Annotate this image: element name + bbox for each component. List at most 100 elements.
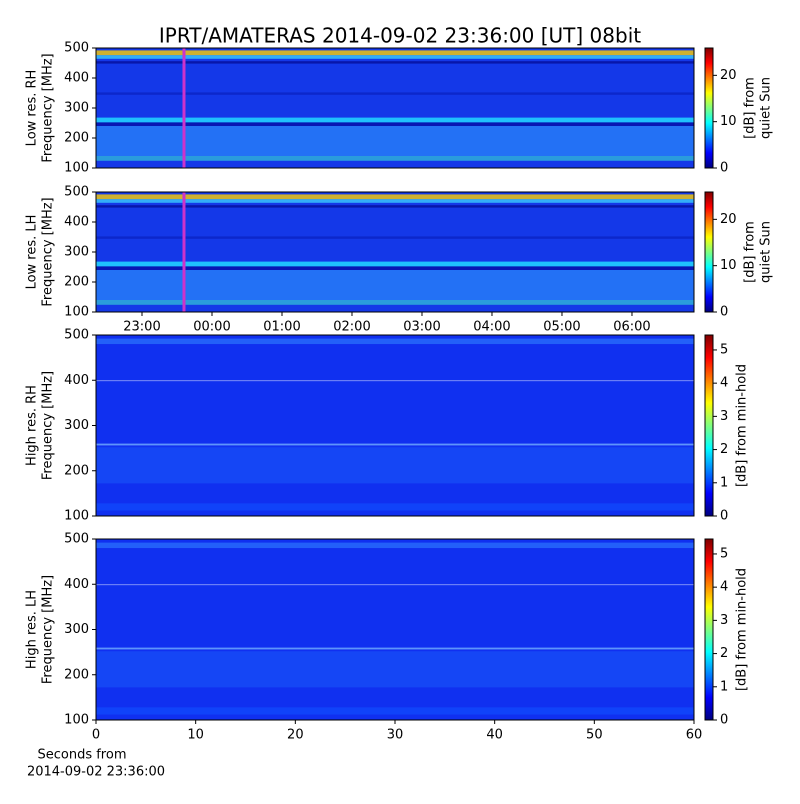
x-axis-label: 2014-09-02 23:36:00: [27, 765, 165, 780]
y-axis-label: Frequency [MHz]: [41, 197, 56, 306]
y-tick-label: 200: [64, 463, 89, 478]
y-tick-label: 200: [64, 275, 89, 290]
heatmap-texture: [96, 503, 694, 511]
y-tick-label: 400: [64, 71, 89, 86]
y-tick-label: 300: [64, 418, 89, 433]
heatmap-texture: [96, 266, 694, 270]
x-tick-label: 23:00: [123, 320, 160, 335]
y-tick-label: 300: [64, 245, 89, 260]
y-tick-label: 100: [64, 713, 89, 728]
heatmap-texture: [96, 584, 694, 586]
colorbar-tick-label: 2: [720, 646, 728, 661]
x-tick-label: 03:00: [403, 320, 440, 335]
colorbar-tick-label: 20: [720, 68, 737, 83]
colorbar-tick-label: 3: [720, 613, 728, 628]
y-tick-label: 400: [64, 215, 89, 230]
chart-title: IPRT/AMATERAS 2014-09-02 23:36:00 [UT] 0…: [159, 24, 641, 48]
heatmap-texture: [96, 50, 694, 56]
x-tick-label: 60: [686, 728, 703, 743]
colorbar-label: [dB] from min-hold: [735, 364, 750, 487]
heatmap-texture: [96, 92, 694, 95]
y-tick-label: 500: [64, 185, 89, 200]
y-tick-label: 100: [64, 509, 89, 524]
heatmap-texture: [96, 156, 694, 161]
colorbar-tick-label: 10: [720, 114, 737, 129]
y-tick-label: 100: [64, 305, 89, 320]
heatmap-texture: [96, 270, 694, 300]
x-tick-label: 05:00: [543, 320, 580, 335]
y-tick-label: 200: [64, 131, 89, 146]
y-tick-label: 200: [64, 667, 89, 682]
x-tick-label: 30: [387, 728, 404, 743]
colorbar-label: quiet Sun: [759, 77, 774, 139]
heatmap-background: [96, 539, 694, 720]
y-tick-label: 400: [64, 577, 89, 592]
heatmap-texture: [96, 205, 694, 208]
heatmap-texture: [96, 300, 694, 305]
colorbar-tick-label: 5: [720, 342, 728, 357]
heatmap-texture: [96, 194, 694, 200]
y-axis-label: Frequency [MHz]: [41, 53, 56, 162]
heatmap-texture: [96, 236, 694, 239]
colorbar: [704, 47, 714, 169]
colorbar-label: [dB] from: [743, 221, 758, 283]
x-tick-label: 02:00: [333, 320, 370, 335]
colorbar-tick-label: 5: [720, 546, 728, 561]
heatmap-texture: [96, 126, 694, 156]
heatmap-texture: [96, 122, 694, 126]
y-tick-label: 500: [64, 328, 89, 343]
heatmap-texture: [96, 61, 694, 64]
colorbar: [704, 191, 714, 313]
colorbar-tick-label: 0: [720, 161, 728, 176]
colorbar-label: [dB] from min-hold: [735, 568, 750, 691]
y-axis-label: Frequency [MHz]: [41, 575, 56, 684]
x-tick-label: 01:00: [263, 320, 300, 335]
colorbar-tick-label: 20: [720, 212, 737, 227]
colorbar-label: quiet Sun: [759, 221, 774, 283]
heatmap-texture: [96, 542, 694, 549]
x-axis-label: Seconds from: [37, 748, 126, 763]
x-tick-label: 20: [287, 728, 304, 743]
y-axis-label: High res. RH: [25, 385, 40, 466]
colorbar: [704, 538, 714, 721]
heatmap-texture: [96, 651, 694, 688]
colorbar-label: [dB] from: [743, 77, 758, 139]
colorbar: [704, 334, 714, 517]
colorbar-tick-label: 3: [720, 409, 728, 424]
colorbar-tick-label: 1: [720, 475, 728, 490]
x-tick-label: 00:00: [193, 320, 230, 335]
heatmap-texture: [96, 199, 694, 203]
heatmap-texture: [96, 447, 694, 484]
x-tick-label: 40: [486, 728, 503, 743]
y-tick-label: 500: [64, 532, 89, 547]
heatmap-texture: [96, 380, 694, 382]
x-tick-label: 10: [187, 728, 204, 743]
colorbar-tick-label: 0: [720, 713, 728, 728]
heatmap-texture: [96, 647, 694, 650]
y-axis-label: High res. LH: [25, 590, 40, 669]
y-tick-label: 100: [64, 161, 89, 176]
x-tick-label: 06:00: [613, 320, 650, 335]
x-tick-label: 0: [92, 728, 100, 743]
x-tick-label: 04:00: [473, 320, 510, 335]
colorbar-tick-label: 4: [720, 376, 728, 391]
y-axis-label: Low res. RH: [25, 70, 40, 147]
y-axis-label: Frequency [MHz]: [41, 371, 56, 480]
colorbar-tick-label: 0: [720, 509, 728, 524]
y-tick-label: 400: [64, 373, 89, 388]
heatmap-texture: [96, 55, 694, 59]
y-axis-label: Low res. LH: [25, 215, 40, 290]
heatmap-texture: [96, 338, 694, 345]
heatmap-background: [96, 335, 694, 516]
heatmap-texture: [96, 117, 694, 123]
colorbar-tick-label: 0: [720, 305, 728, 320]
heatmap-texture: [96, 443, 694, 446]
colorbar-tick-label: 10: [720, 258, 737, 273]
y-tick-label: 300: [64, 622, 89, 637]
y-tick-label: 300: [64, 101, 89, 116]
heatmap-texture: [96, 261, 694, 267]
y-tick-label: 500: [64, 41, 89, 56]
colorbar-tick-label: 1: [720, 679, 728, 694]
colorbar-tick-label: 4: [720, 580, 728, 595]
